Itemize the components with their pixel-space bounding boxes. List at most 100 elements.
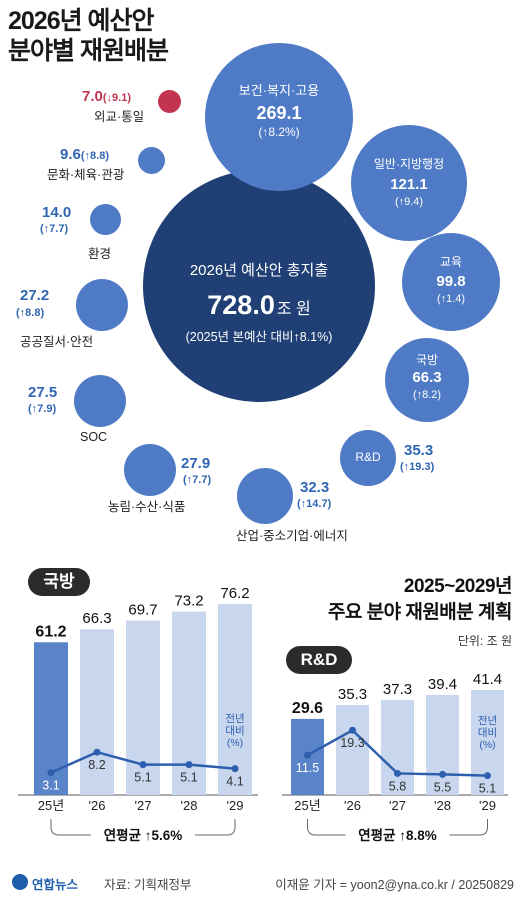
agriculture-name: 농림·수산·식품 (108, 500, 186, 514)
bubble-admin (351, 125, 467, 241)
bubble-education (402, 233, 500, 331)
foreign-name: 외교·통일 (94, 110, 145, 124)
bubble-agriculture (124, 444, 176, 496)
public-order-value: 27.2 (20, 287, 50, 304)
total-amount-value: 728.0 (207, 290, 275, 320)
soc-name: SOC (80, 430, 108, 444)
bubble-environment (90, 204, 121, 235)
rnd-tick-label: '27 (389, 798, 406, 813)
health-name: 보건·복지·고용 (238, 83, 320, 98)
rnd-growth-point (394, 769, 401, 777)
total-label: 2026년 예산안 총지출 (189, 262, 329, 279)
rnd-growth-label: 5.5 (434, 780, 451, 794)
footer-brand: 연합뉴스 (32, 878, 79, 892)
rnd-growth-label: 11.5 (296, 761, 319, 775)
defense-growth-legend: 전년 (225, 713, 244, 725)
agriculture-change: (↑7.7) (183, 474, 212, 486)
rnd-growth-legend: 대비 (478, 727, 497, 739)
bubble-health (205, 43, 353, 191)
plan-title: 2025~2029년 주요 분야 재원배분 계획 (328, 574, 513, 626)
defense-tick-label: '26 (89, 798, 106, 813)
rnd-growth-point (439, 770, 446, 778)
environment-value: 14.0 (42, 204, 72, 221)
education-change: (↑1.4) (436, 293, 466, 305)
rnd-bar-label: 35.3 (338, 686, 367, 703)
rnd-name: R&D (355, 450, 381, 464)
total-bubble (143, 170, 375, 402)
defense-growth-legend: 대비 (225, 725, 244, 737)
defense-footer-bg (91, 827, 195, 843)
defense-bar-label: 69.7 (128, 602, 157, 619)
rnd-change: (↑19.3) (400, 461, 435, 473)
defense-bar-label: 61.2 (35, 623, 66, 640)
environment-name: 환경 (88, 247, 112, 261)
rnd-bar-label: 41.4 (473, 671, 502, 688)
rnd-tick-label: '26 (344, 798, 361, 813)
industry-value: 32.3 (300, 479, 330, 496)
defense-tick-label: '28 (181, 798, 198, 813)
soc-value: 27.5 (28, 384, 58, 401)
defense-bar-label: 76.2 (220, 585, 249, 602)
rnd-tick-label: '28 (434, 798, 451, 813)
bubble-rnd (340, 430, 396, 486)
bubble-industry (237, 468, 293, 524)
rnd-growth-label: 5.8 (389, 779, 406, 793)
defense-growth-label: 8.2 (88, 758, 105, 772)
soc-change: (↑7.9) (28, 403, 57, 415)
rnd-growth-legend: 전년 (478, 715, 497, 727)
defense-growth-point (139, 761, 147, 769)
bubble-culture (138, 147, 165, 174)
rnd-growth-point (484, 772, 491, 780)
rnd-footer-bg (345, 827, 450, 843)
rnd-bar-label: 29.6 (292, 700, 323, 717)
rnd-growth-label: 5.1 (479, 782, 496, 796)
defense-tick-label: '27 (135, 798, 152, 813)
health-value: 269.1 (256, 103, 302, 123)
defense-badge: 국방 (28, 568, 90, 596)
defense-value: 66.3 (412, 369, 442, 386)
defense-tick-label: 25년 (38, 798, 64, 813)
education-name: 교육 (439, 255, 463, 269)
admin-name: 일반·지방행정 (373, 157, 445, 171)
footer-credit: 이재윤 기자 = yoon2@yna.co.kr / 20250829 (275, 878, 514, 892)
rnd-growth-legend: (%) (479, 739, 495, 751)
total-amount-unit: 조 원 (276, 301, 311, 318)
defense-tick-label: '29 (227, 798, 244, 813)
rnd-growth-point (349, 726, 356, 734)
health-change: (↑8.2%) (258, 125, 300, 139)
rnd-bar (426, 694, 459, 795)
defense-bar-label: 66.3 (82, 610, 111, 627)
foreign-value-change: (↓9.1) (102, 92, 131, 104)
rnd-tick-label: '29 (479, 798, 496, 813)
rnd-bar-label: 39.4 (428, 676, 457, 693)
defense-change: (↑8.2) (412, 389, 442, 401)
culture-value-num: 9.6 (60, 146, 81, 163)
culture-name: 문화·체육·관광 (47, 168, 125, 182)
rnd-growth-point (304, 751, 311, 759)
defense-growth-point (231, 765, 239, 773)
defense-growth-label: 4.1 (226, 775, 243, 789)
bubble-soc (74, 375, 126, 427)
bubble-defense (385, 338, 469, 422)
yonhap-logo-icon (12, 874, 28, 890)
defense-bar (126, 620, 160, 795)
foreign-value-num: 7.0 (82, 88, 103, 105)
rnd-badge: R&D (286, 646, 352, 674)
industry-change: (↑14.7) (297, 498, 332, 510)
rnd-value: 35.3 (404, 442, 434, 459)
rnd-tick-label: 25년 (294, 798, 320, 813)
rnd-bar (381, 700, 414, 795)
defense-growth-label: 5.1 (180, 771, 197, 785)
defense-annual-growth: 연평균 ↑5.6% (104, 827, 183, 843)
rnd-bar-label: 37.3 (383, 681, 412, 698)
environment-change: (↑7.7) (40, 223, 69, 235)
title-line-1: 2026년 예산안 (8, 7, 155, 35)
defense-growth-point (185, 761, 193, 769)
title-line-2: 분야별 재원배분 (8, 37, 169, 65)
rnd-growth-label: 19.3 (340, 736, 364, 750)
foreign-value: 7.0(↓9.1) (82, 88, 131, 106)
defense-bar (218, 604, 252, 795)
public-order-change: (↑8.8) (16, 307, 45, 319)
culture-value-change: (↑8.8) (80, 150, 109, 162)
bubble-foreign (158, 90, 181, 113)
